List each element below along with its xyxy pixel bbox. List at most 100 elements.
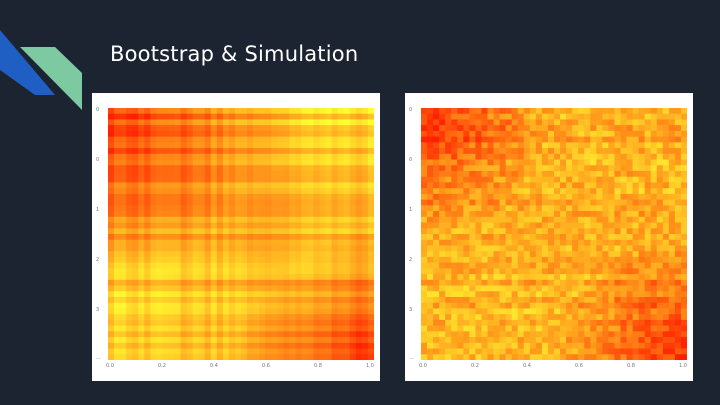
heatmap-cell [253, 325, 260, 332]
heatmap-cell [355, 216, 363, 224]
heatmap-cell [283, 314, 290, 321]
heatmap-cell [307, 211, 315, 218]
heatmap-cell [439, 171, 446, 178]
heatmap-cell [367, 165, 374, 172]
heatmap-cell [253, 182, 260, 189]
heatmap-cell [283, 216, 290, 224]
heatmap-cell [481, 297, 489, 304]
heatmap-cell [180, 251, 188, 258]
heatmap-cell [566, 165, 573, 172]
heatmap-cell [126, 193, 133, 201]
heatmap-cell [523, 279, 531, 287]
heatmap-cell [108, 108, 115, 115]
heatmap-cell [241, 337, 248, 344]
heatmap-cell [638, 113, 646, 121]
heatmap-cell [349, 119, 357, 126]
heatmap-cell [445, 182, 452, 189]
heatmap-cell [499, 314, 507, 321]
heatmap-cell [602, 234, 610, 241]
heatmap-cell [367, 182, 374, 189]
heatmap-cell [228, 125, 236, 132]
heatmap-cell [475, 279, 483, 287]
heatmap-cell [222, 302, 230, 310]
heatmap-cell [674, 159, 682, 166]
heatmap-cell [572, 348, 579, 355]
heatmap-cell [499, 199, 507, 206]
heatmap-cell [505, 354, 513, 360]
heatmap-cell [662, 262, 670, 269]
heatmap-cell [505, 337, 513, 344]
heatmap-cell [337, 348, 345, 355]
heatmap-cell [265, 348, 272, 355]
heatmap-cell [253, 319, 260, 327]
heatmap-cell [662, 302, 670, 310]
heatmap-cell [596, 342, 603, 350]
heatmap-cell [337, 302, 345, 310]
heatmap-cell [596, 234, 603, 241]
heatmap-cell [156, 262, 164, 269]
heatmap-cell [216, 171, 224, 178]
heatmap-cell [150, 274, 157, 281]
heatmap-cell [228, 245, 236, 252]
heatmap-cell [608, 108, 616, 115]
heatmap-cell [222, 142, 230, 149]
heatmap-cell [265, 125, 272, 132]
heatmap-cell [638, 165, 646, 172]
heatmap-cell [289, 211, 297, 218]
heatmap-cell [620, 153, 628, 161]
heatmap-cell [120, 165, 127, 172]
heatmap-cell [343, 308, 351, 315]
heatmap-cell [493, 159, 501, 166]
heatmap-cell [463, 113, 470, 121]
heatmap-cell [511, 291, 519, 298]
heatmap-cell [469, 325, 477, 332]
heatmap-cell [445, 165, 452, 172]
heatmap-cell [253, 348, 260, 355]
heatmap-cell [355, 199, 363, 206]
heatmap-cell [638, 319, 646, 327]
heatmap-cell [307, 216, 315, 224]
heatmap-cell [253, 302, 260, 310]
heatmap-cell [680, 262, 687, 269]
heatmap-cell [132, 331, 139, 338]
heatmap-cell [295, 222, 303, 229]
heatmap-cell [186, 228, 194, 235]
heatmap-cell [475, 216, 483, 224]
heatmap-cell [253, 113, 260, 121]
heatmap-cell [355, 125, 363, 132]
heatmap-cell [566, 279, 573, 287]
heatmap-cell [602, 331, 610, 338]
heatmap-cell [650, 130, 658, 138]
heatmap-cell [174, 148, 182, 155]
heatmap-cell [253, 159, 260, 166]
heatmap-cell [228, 216, 236, 224]
heatmap-cell [150, 245, 157, 252]
heatmap-cell [554, 342, 561, 350]
heatmap-cell [554, 331, 561, 338]
heatmap-cell [511, 199, 519, 206]
heatmap-cell [517, 165, 525, 172]
heatmap-cell [481, 279, 489, 287]
heatmap-cell [517, 331, 525, 338]
heatmap-cell [259, 211, 266, 218]
heatmap-cell [162, 251, 170, 258]
heatmap-cell [241, 136, 248, 143]
heatmap-cell [162, 153, 170, 161]
heatmap-cell [216, 285, 224, 292]
heatmap-cell [138, 108, 145, 115]
heatmap-cell [361, 165, 369, 172]
heatmap-cell [535, 211, 543, 218]
heatmap-cell [174, 314, 182, 321]
heatmap-cell [457, 199, 464, 206]
heatmap-cell [144, 262, 151, 269]
heatmap-cell [547, 153, 555, 161]
heatmap-cell [186, 314, 194, 321]
heatmap-cell [566, 125, 573, 132]
heatmap-cell [313, 216, 321, 224]
heatmap-cell [427, 262, 434, 269]
heatmap-cell [511, 159, 519, 166]
heatmap-cell [156, 113, 164, 121]
heatmap-cell [355, 291, 363, 298]
heatmap-cell [265, 331, 272, 338]
heatmap-cell [523, 308, 531, 315]
